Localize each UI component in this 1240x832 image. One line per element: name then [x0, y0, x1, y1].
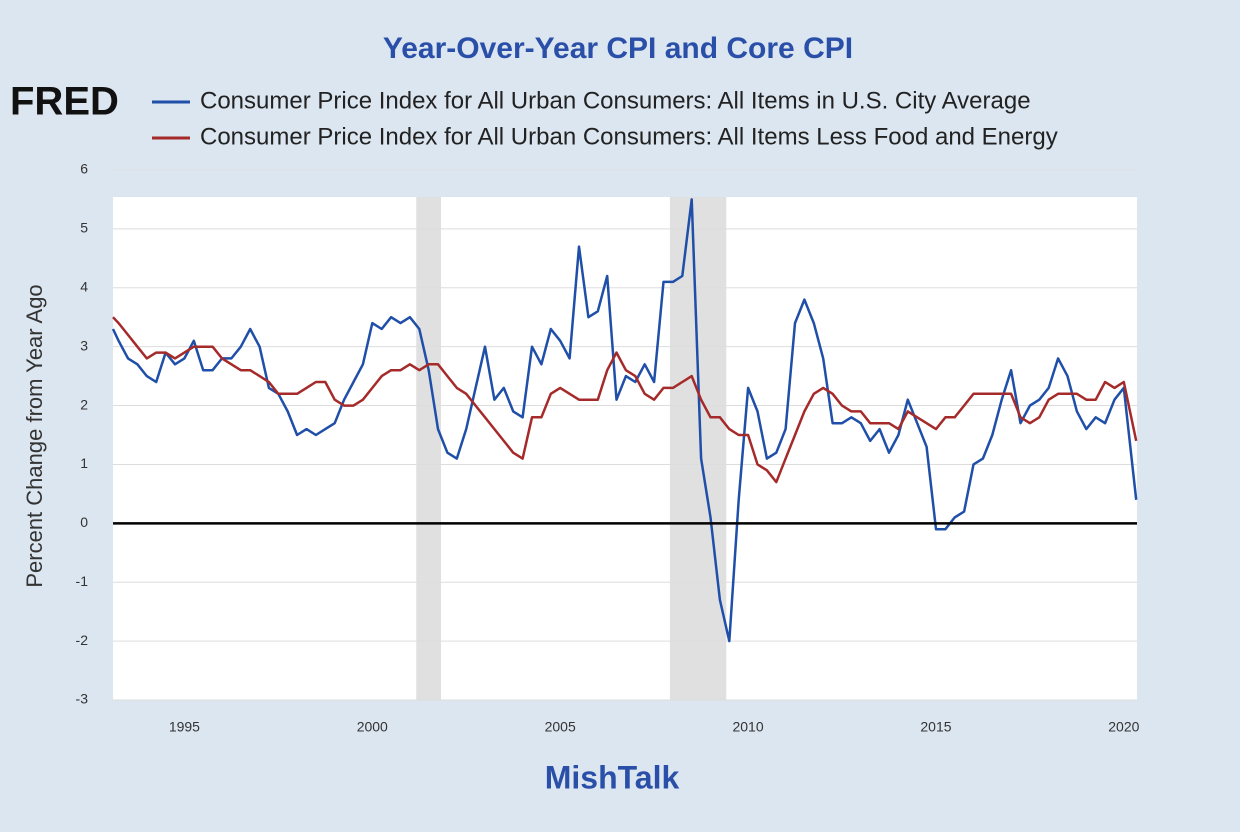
- legend-label: Consumer Price Index for All Urban Consu…: [200, 123, 1058, 150]
- x-tick-label: 2000: [357, 719, 388, 735]
- y-axis-label: Percent Change from Year Ago: [22, 284, 47, 587]
- recession-band: [669, 197, 727, 700]
- plot-area: [113, 197, 1137, 700]
- y-tick-label: 3: [80, 337, 88, 353]
- y-tick-label: -3: [76, 691, 89, 707]
- x-tick-label: 2010: [732, 719, 763, 735]
- y-tick-label: 1: [80, 455, 88, 471]
- watermark: MishTalk: [545, 759, 680, 795]
- x-tick-label: 2020: [1108, 719, 1139, 735]
- x-tick-label: 1995: [169, 719, 200, 735]
- y-tick-label: -1: [76, 573, 89, 589]
- y-tick-label: 0: [80, 514, 88, 530]
- y-tick-label: 6: [80, 161, 88, 177]
- y-tick-label: 4: [80, 278, 88, 294]
- y-tick-label: -2: [76, 632, 89, 648]
- y-tick-label: 2: [80, 396, 88, 412]
- series-line: [112, 316, 1138, 484]
- y-tick-label: 5: [80, 220, 88, 236]
- series-line: [111, 198, 1138, 643]
- legend-label: Consumer Price Index for All Urban Consu…: [200, 87, 1031, 114]
- source-logo: FRED: [10, 80, 119, 124]
- x-tick-label: 2015: [920, 719, 951, 735]
- chart-title: Year-Over-Year CPI and Core CPI: [383, 32, 853, 65]
- recession-band: [416, 197, 442, 700]
- x-tick-label: 2005: [545, 719, 576, 735]
